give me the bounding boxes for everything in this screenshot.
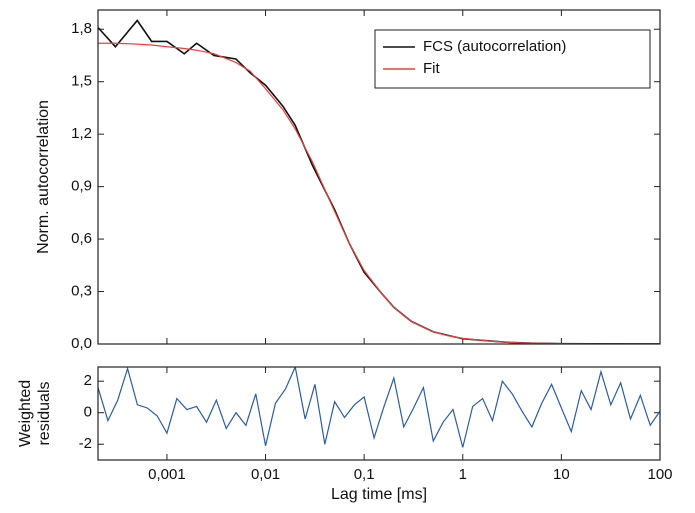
legend-box	[374, 29, 651, 89]
legend-label: Fit	[423, 60, 440, 77]
y-axis-title: residuals	[36, 381, 53, 445]
y-tick-label: 0,3	[71, 283, 92, 300]
x-tick-label: 0,01	[251, 466, 280, 483]
y-tick-label: 0,6	[71, 230, 92, 247]
x-tick-label: 10	[553, 466, 570, 483]
y-tick-label: 1,5	[71, 73, 92, 90]
x-axis-title: Lag time [ms]	[331, 486, 427, 503]
y-axis-title: Norm. autocorrelation	[35, 100, 52, 254]
legend-label: FCS (autocorrelation)	[423, 38, 566, 55]
plot-frame	[97, 9, 661, 345]
y-tick-label: 2	[84, 372, 92, 389]
y-tick-label: 0,0	[71, 335, 92, 352]
y-tick-label: 0,9	[71, 178, 92, 195]
y-axis-title: Weighted	[17, 380, 34, 447]
data-line	[98, 367, 660, 448]
data-line	[98, 42, 660, 344]
y-tick-label: 1,8	[71, 20, 92, 37]
plot-frame	[97, 366, 661, 461]
y-tick-label: -2	[79, 435, 92, 452]
x-tick-label: 0,001	[148, 466, 186, 483]
x-tick-label: 100	[647, 466, 672, 483]
x-tick-label: 1	[459, 466, 467, 483]
y-tick-label: 1,2	[71, 125, 92, 142]
y-tick-label: 0	[84, 404, 92, 421]
x-tick-label: 0,1	[354, 466, 375, 483]
